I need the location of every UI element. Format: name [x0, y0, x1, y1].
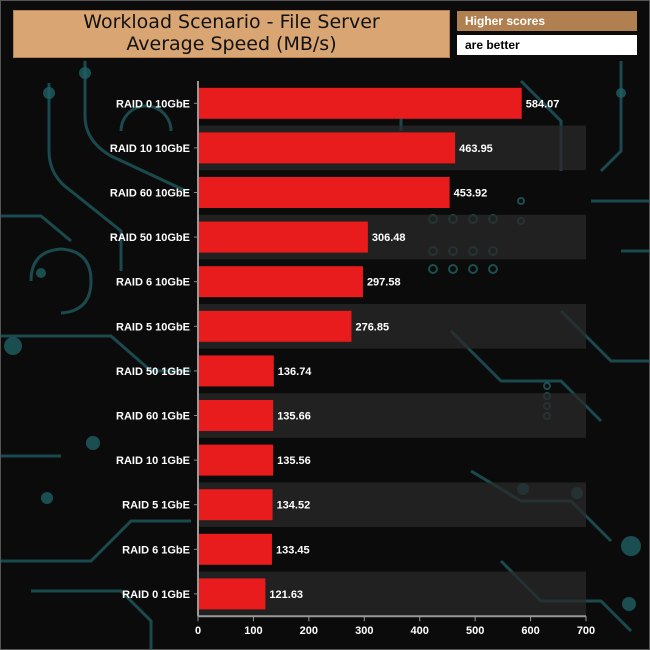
value-label: 276.85: [355, 321, 389, 333]
x-tick-label: 700: [577, 625, 595, 637]
category-label: RAID 0 1GbE: [122, 589, 190, 601]
bar: [198, 355, 274, 387]
category-label: RAID 10 10GbE: [110, 143, 190, 155]
category-label: RAID 60 10GbE: [110, 188, 190, 200]
bar: [198, 221, 368, 253]
value-label: 453.92: [454, 188, 488, 200]
value-label: 463.95: [459, 143, 493, 155]
bar: [198, 266, 363, 298]
bar: [198, 400, 274, 431]
value-label: 134.52: [277, 500, 311, 512]
x-tick-label: 400: [411, 625, 429, 637]
bar: [198, 489, 273, 521]
value-label: 136.74: [278, 366, 313, 378]
value-label: 135.66: [277, 411, 311, 423]
bar: [198, 444, 274, 476]
value-label: 584.07: [526, 98, 560, 110]
x-tick-label: 600: [521, 625, 539, 637]
value-label: 306.48: [372, 232, 406, 244]
chart-title-line1: Workload Scenario - File Server: [83, 11, 380, 33]
bar: [198, 177, 450, 208]
x-tick-label: 100: [244, 625, 262, 637]
bar: [198, 533, 272, 565]
category-label: RAID 6 10GbE: [116, 277, 190, 289]
chart-title-box: Workload Scenario - File Server Average …: [13, 10, 450, 58]
category-label: RAID 6 1GbE: [122, 544, 190, 556]
category-label: RAID 10 1GbE: [116, 455, 190, 467]
value-label: 121.63: [269, 589, 303, 601]
chart-title-line2: Average Speed (MB/s): [126, 33, 337, 55]
bar: [198, 578, 266, 610]
category-label: RAID 0 10GbE: [116, 98, 190, 110]
value-label: 135.56: [277, 455, 311, 467]
category-label: RAID 50 1GbE: [116, 366, 190, 378]
x-tick-label: 200: [300, 625, 318, 637]
category-label: RAID 50 10GbE: [110, 232, 190, 244]
bar: [198, 310, 352, 342]
bar: [198, 132, 456, 164]
category-label: RAID 60 1GbE: [116, 411, 190, 423]
category-label: RAID 5 10GbE: [116, 321, 190, 333]
value-label: 297.58: [367, 277, 401, 289]
are-better-badge: are better: [457, 35, 637, 55]
value-label: 133.45: [276, 544, 310, 556]
x-tick-label: 300: [355, 625, 373, 637]
x-tick-label: 500: [466, 625, 484, 637]
x-tick-label: 0: [195, 625, 201, 637]
category-label: RAID 5 1GbE: [122, 500, 190, 512]
higher-scores-badge: Higher scores: [457, 11, 637, 31]
bar: [198, 87, 522, 119]
